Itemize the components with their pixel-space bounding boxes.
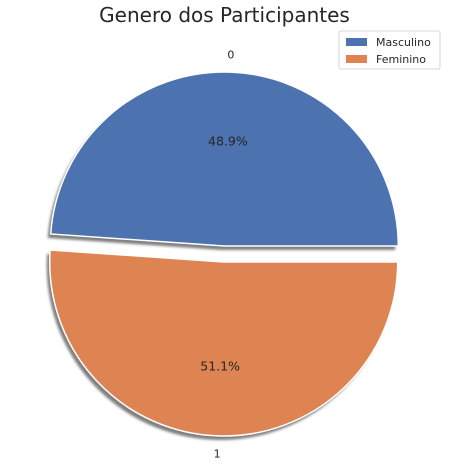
slice-0 (49, 71, 400, 247)
legend-label-masculino: Masculino (376, 36, 431, 49)
slice-percent-0: 48.9% (208, 134, 248, 149)
slice-label-0: 0 (227, 49, 234, 62)
slice-labels: 0 48.9% 1 51.1% (200, 49, 248, 461)
slices (48, 71, 400, 437)
legend: Masculino Feminino (338, 30, 441, 70)
slice-label-1: 1 (214, 447, 221, 460)
legend-swatch-masculino (346, 38, 367, 46)
legend-label-feminino: Feminino (376, 53, 426, 66)
slice-1 (48, 249, 399, 437)
chart-title: Genero dos Participantes (99, 3, 350, 27)
slice-percent-1: 51.1% (200, 358, 240, 373)
legend-swatch-feminino (346, 55, 367, 63)
